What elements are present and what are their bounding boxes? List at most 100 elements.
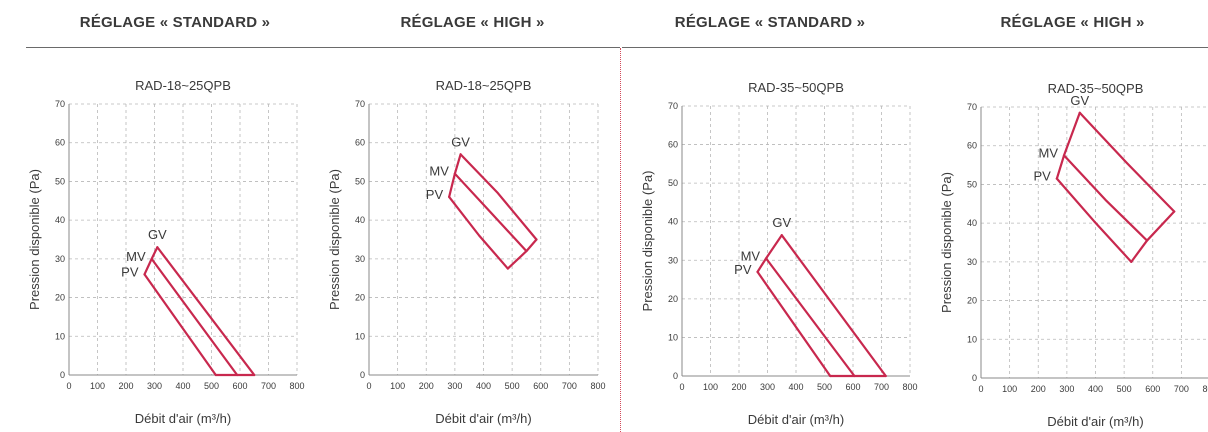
x-tick-label: 200 (1031, 384, 1046, 394)
x-axis-label: Débit d'air (m³/h) (135, 411, 231, 426)
x-tick-label: 800 (289, 381, 304, 391)
curve-label-pv: PV (734, 262, 752, 277)
x-tick-label: 300 (1059, 384, 1074, 394)
curve-label-mv: MV (429, 164, 449, 179)
curve-label-pv: PV (426, 187, 444, 202)
x-tick-label: 300 (760, 382, 775, 392)
y-tick-label: 50 (355, 176, 365, 186)
x-tick-label: 800 (1202, 384, 1208, 394)
y-tick-label: 40 (967, 218, 977, 228)
curve-label-gv: GV (451, 134, 470, 149)
chart-title: RAD-35~50QPB (748, 80, 844, 95)
curve-label-gv: GV (1070, 93, 1089, 108)
envelope-left-edge (756, 234, 783, 273)
y-tick-label: 0 (673, 371, 678, 381)
chart-1: 0 100 200 300 400 500 600 700 800 0 10 20 30 40 50 60 70… (27, 78, 305, 426)
y-tick-label: 30 (55, 254, 65, 264)
y-tick-label: 40 (355, 215, 365, 225)
x-tick-label: 600 (1145, 384, 1160, 394)
envelope-left-edge (143, 246, 159, 276)
curve-pv (143, 273, 217, 377)
x-tick-label: 700 (261, 381, 276, 391)
x-tick-label: 200 (731, 382, 746, 392)
y-axis-label: Pression disponible (Pa) (327, 169, 342, 310)
envelope-right-edge (1130, 210, 1176, 263)
x-tick-label: 300 (447, 381, 462, 391)
x-tick-label: 400 (788, 382, 803, 392)
x-tick-label: 400 (476, 381, 491, 391)
y-axis-label: Pression disponible (Pa) (640, 171, 655, 312)
y-tick-label: 60 (355, 138, 365, 148)
curve-label-gv: GV (148, 227, 167, 242)
x-tick-label: 700 (874, 382, 889, 392)
x-tick-label: 700 (1174, 384, 1189, 394)
x-tick-label: 300 (147, 381, 162, 391)
y-tick-label: 10 (55, 331, 65, 341)
curve-pv (448, 195, 509, 270)
x-tick-label: 0 (679, 382, 684, 392)
y-tick-label: 50 (967, 179, 977, 189)
y-tick-label: 30 (668, 255, 678, 265)
x-tick-label: 500 (505, 381, 520, 391)
y-tick-label: 50 (668, 178, 678, 188)
curve-pv (1055, 177, 1133, 263)
header-standard-2: RÉGLAGE « STANDARD » (674, 14, 866, 31)
x-axis-label: Débit d'air (m³/h) (1047, 414, 1143, 429)
x-axis-label: Débit d'air (m³/h) (435, 411, 531, 426)
y-tick-label: 40 (668, 217, 678, 227)
chart-3: 0 100 200 300 400 500 600 700 800 0 10 20 30 40 50 60 70… (640, 80, 918, 427)
curve-gv (156, 246, 256, 377)
curve-mv (1062, 154, 1149, 242)
x-tick-label: 100 (90, 381, 105, 391)
chart-title: RAD-18~25QPB (135, 78, 231, 93)
y-tick-label: 70 (355, 99, 365, 109)
y-tick-label: 0 (60, 370, 65, 380)
envelope-left-edge (448, 153, 462, 199)
y-tick-label: 20 (55, 293, 65, 303)
chart-title: RAD-18~25QPB (436, 78, 532, 93)
y-axis-label: Pression disponible (Pa) (27, 169, 42, 310)
header-high-2: RÉGLAGE « HIGH » (1000, 14, 1145, 31)
y-tick-label: 70 (668, 101, 678, 111)
y-tick-label: 40 (55, 215, 65, 225)
header-standard-1: RÉGLAGE « STANDARD » (79, 14, 271, 31)
curve-gv (459, 153, 538, 241)
y-tick-label: 70 (967, 102, 977, 112)
y-tick-label: 60 (967, 141, 977, 151)
x-tick-label: 800 (902, 382, 917, 392)
curve-mv (453, 172, 528, 253)
curve-pv (756, 270, 832, 378)
curve-label-gv: GV (772, 215, 791, 230)
curve-label-mv: MV (126, 249, 146, 264)
x-tick-label: 200 (419, 381, 434, 391)
curve-gv (780, 234, 887, 378)
x-tick-label: 600 (232, 381, 247, 391)
chart-2: 0 100 200 300 400 500 600 700 800 0 10 20 30 40 50 60 70… (327, 78, 606, 426)
envelope-right-edge (506, 238, 538, 270)
x-tick-label: 100 (1002, 384, 1017, 394)
y-tick-label: 10 (355, 331, 365, 341)
x-tick-label: 700 (562, 381, 577, 391)
y-tick-label: 30 (355, 254, 365, 264)
y-tick-label: 20 (967, 296, 977, 306)
header-high-1: RÉGLAGE « HIGH » (400, 14, 545, 31)
model-divider (620, 48, 621, 432)
chart-4: 0 100 200 300 400 500 600 700 800 0 10 20 30 40 50 60 70… (939, 81, 1208, 429)
x-tick-label: 500 (204, 381, 219, 391)
envelope-left-edge (1055, 111, 1081, 180)
x-tick-label: 600 (533, 381, 548, 391)
curve-mv (764, 257, 856, 378)
y-tick-label: 0 (972, 373, 977, 383)
y-tick-label: 10 (967, 334, 977, 344)
x-tick-label: 600 (845, 382, 860, 392)
curve-label-pv: PV (1034, 169, 1052, 184)
x-tick-label: 200 (118, 381, 133, 391)
y-tick-label: 60 (55, 138, 65, 148)
y-tick-label: 50 (55, 176, 65, 186)
y-axis-label: Pression disponible (Pa) (939, 172, 954, 313)
x-tick-label: 500 (1117, 384, 1132, 394)
x-tick-label: 0 (366, 381, 371, 391)
chart-title: RAD-35~50QPB (1048, 81, 1144, 96)
x-tick-label: 0 (66, 381, 71, 391)
